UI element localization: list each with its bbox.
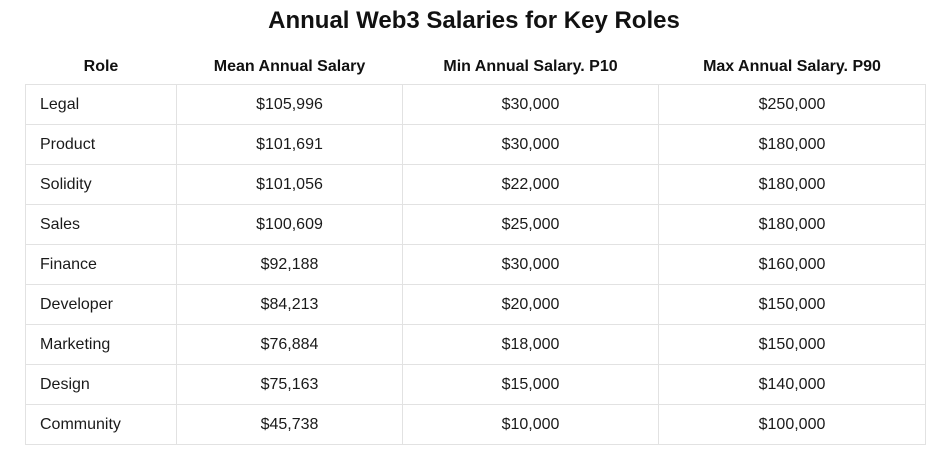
- mean-salary-cell: $92,188: [176, 244, 403, 285]
- mean-salary-cell: $101,056: [176, 164, 403, 205]
- column-header-role: Role: [83, 58, 119, 75]
- table-row: Sales $100,609 $25,000 $180,000: [25, 204, 926, 245]
- role-cell: Product: [25, 124, 177, 165]
- role-cell: Finance: [25, 244, 177, 285]
- role-cell: Community: [25, 404, 177, 445]
- min-salary-cell: $22,000: [402, 164, 659, 205]
- column-header-min-salary: Min Annual Salary. P10: [443, 58, 618, 75]
- role-cell: Developer: [25, 284, 177, 325]
- min-salary-cell: $10,000: [402, 404, 659, 445]
- mean-salary-cell: $84,213: [176, 284, 403, 325]
- table-row: Solidity $101,056 $22,000 $180,000: [25, 164, 926, 205]
- mean-salary-cell: $75,163: [176, 364, 403, 405]
- table-row: Finance $92,188 $30,000 $160,000: [25, 244, 926, 285]
- max-salary-cell: $160,000: [658, 244, 926, 285]
- max-salary-cell: $100,000: [658, 404, 926, 445]
- mean-salary-cell: $45,738: [176, 404, 403, 445]
- page-title: Annual Web3 Salaries for Key Roles: [268, 7, 680, 34]
- min-salary-cell: $30,000: [402, 124, 659, 165]
- table-row: Design $75,163 $15,000 $140,000: [25, 364, 926, 405]
- max-salary-cell: $180,000: [658, 124, 926, 165]
- min-salary-cell: $20,000: [402, 284, 659, 325]
- max-salary-cell: $150,000: [658, 284, 926, 325]
- role-cell: Solidity: [25, 164, 177, 205]
- max-salary-cell: $180,000: [658, 164, 926, 205]
- table-header-row: Role Mean Annual Salary Min Annual Salar…: [26, 50, 926, 85]
- min-salary-cell: $25,000: [402, 204, 659, 245]
- mean-salary-cell: $100,609: [176, 204, 403, 245]
- table-row: Marketing $76,884 $18,000 $150,000: [25, 324, 926, 365]
- mean-salary-cell: $76,884: [176, 324, 403, 365]
- max-salary-cell: $140,000: [658, 364, 926, 405]
- role-cell: Design: [25, 364, 177, 405]
- max-salary-cell: $150,000: [658, 324, 926, 365]
- salary-table: Role Mean Annual Salary Min Annual Salar…: [25, 50, 926, 445]
- role-cell: Marketing: [25, 324, 177, 365]
- mean-salary-cell: $105,996: [176, 84, 403, 125]
- table-row: Community $45,738 $10,000 $100,000: [25, 404, 926, 445]
- table-row: Product $101,691 $30,000 $180,000: [25, 124, 926, 165]
- min-salary-cell: $30,000: [402, 84, 659, 125]
- column-header-mean-salary: Mean Annual Salary: [213, 58, 366, 75]
- min-salary-cell: $18,000: [402, 324, 659, 365]
- mean-salary-cell: $101,691: [176, 124, 403, 165]
- table-row: Legal $105,996 $30,000 $250,000: [25, 84, 926, 125]
- table-row: Developer $84,213 $20,000 $150,000: [25, 284, 926, 325]
- role-cell: Legal: [25, 84, 177, 125]
- role-cell: Sales: [25, 204, 177, 245]
- min-salary-cell: $30,000: [402, 244, 659, 285]
- min-salary-cell: $15,000: [402, 364, 659, 405]
- max-salary-cell: $180,000: [658, 204, 926, 245]
- column-header-max-salary: Max Annual Salary. P90: [703, 58, 881, 75]
- max-salary-cell: $250,000: [658, 84, 926, 125]
